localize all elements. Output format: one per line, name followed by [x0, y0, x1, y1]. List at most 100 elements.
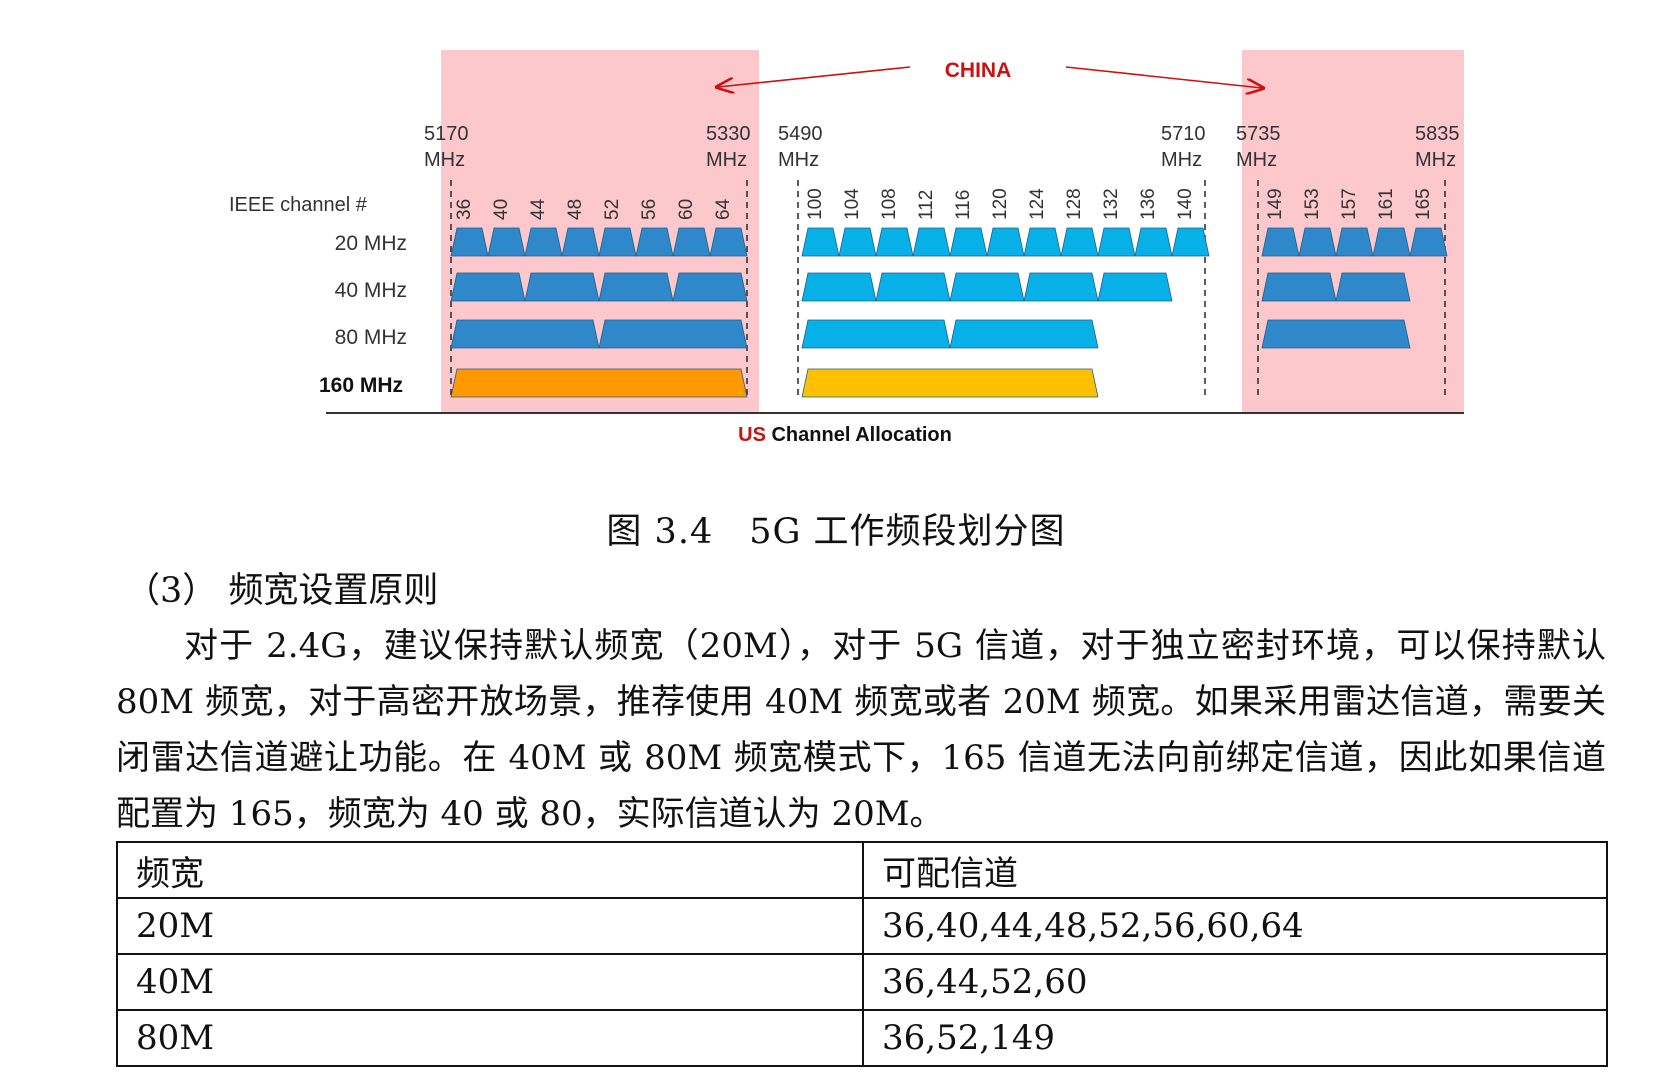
body-paragraph: 对于 2.4G，建议保持默认频宽（20M），对于 5G 信道，对于独立密封环境，…: [116, 626, 1606, 834]
channel-number: 149: [1265, 188, 1286, 220]
channel-number: 153: [1302, 188, 1323, 220]
channel-number: 120: [990, 188, 1011, 220]
china-arrow-left: [718, 66, 911, 87]
frequency-label-num: 5735: [1236, 123, 1281, 145]
channel-block-20mhz: [1097, 227, 1136, 257]
ieee-channel-label: IEEE channel #: [229, 194, 368, 216]
row-label-20mhz: 20 MHz: [335, 232, 407, 255]
frequency-label-num: 5170: [424, 123, 469, 145]
table-row: 80M 36,52,149: [116, 1009, 1608, 1067]
channel-number: 60: [676, 199, 697, 220]
channel-block-40mhz: [1335, 272, 1411, 302]
channel-block-80mhz: [598, 319, 748, 349]
section-heading: （3） 频宽设置原则: [125, 571, 439, 611]
channel-block-20mhz: [949, 227, 988, 257]
channel-number: 161: [1376, 188, 1397, 220]
frequency-label-unit: MHz: [1236, 149, 1277, 171]
bandwidth-channel-table: 频宽 可配信道 20M 36,40,44,48,52,56,60,64 40M …: [116, 841, 1608, 1067]
channel-allocation-diagram: CHINA 5170 MHz 5330 MHz 5490 MHz 5710 MHz 5735 MH…: [229, 50, 1464, 446]
frequency-label-num: 5330: [706, 123, 751, 145]
channel-block-80mhz: [450, 319, 600, 349]
table-header-cell: 可配信道: [862, 841, 1608, 899]
channel-block-20mhz: [1134, 227, 1173, 257]
channel-number: 108: [879, 188, 900, 220]
frequency-label-unit: MHz: [1415, 149, 1456, 171]
channel-block-20mhz: [1298, 227, 1337, 257]
channel-block-40mhz: [875, 272, 951, 302]
channel-block-20mhz: [801, 227, 840, 257]
channel-block-20mhz: [1372, 227, 1411, 257]
channel-block-20mhz: [524, 227, 563, 257]
table-row: 20M 36,40,44,48,52,56,60,64: [116, 897, 1608, 955]
us-allocation-label: US Channel Allocation: [738, 424, 952, 446]
channel-number: 124: [1027, 188, 1048, 220]
channel-block-40mhz: [1261, 272, 1337, 302]
channel-number: 100: [805, 188, 826, 220]
channel-number-labels: 36 40 44 48 52 56 60 64 100 104 108 112 116 120 124 128…: [454, 188, 1434, 220]
channel-block-40mhz: [524, 272, 600, 302]
table-cell-channels: 36,52,149: [862, 1009, 1608, 1067]
frequency-label-unit: MHz: [706, 149, 747, 171]
us-label-rest: Channel Allocation: [766, 424, 952, 446]
table-header-row: 频宽 可配信道: [116, 841, 1608, 899]
frequency-label-num: 5710: [1161, 123, 1206, 145]
frequency-label-unit: MHz: [778, 149, 819, 171]
channel-number: 56: [639, 199, 660, 220]
channel-block-40mhz: [450, 272, 526, 302]
channel-block-20mhz: [1335, 227, 1374, 257]
channel-number: 104: [842, 188, 863, 220]
channel-number: 40: [491, 199, 512, 220]
channel-number: 52: [602, 199, 623, 220]
channel-block-80mhz: [801, 319, 951, 349]
row-label-40mhz: 40 MHz: [335, 279, 407, 302]
table-row: 40M 36,44,52,60: [116, 953, 1608, 1011]
china-arrow-right: [1065, 66, 1262, 88]
channel-number: 64: [713, 198, 734, 220]
channel-block-20mhz: [487, 227, 526, 257]
channel-number: 132: [1101, 188, 1122, 220]
table-cell-channels: 36,44,52,60: [862, 953, 1608, 1011]
channel-block-20mhz: [635, 227, 674, 257]
frequency-label-num: 5490: [778, 123, 823, 145]
channel-block-20mhz: [1060, 227, 1099, 257]
channel-number: 44: [528, 198, 549, 220]
channel-block-20mhz: [875, 227, 914, 257]
table-cell-bandwidth: 40M: [116, 953, 864, 1011]
channel-block-20mhz: [598, 227, 637, 257]
channel-block-40mhz: [672, 272, 748, 302]
table-header-cell: 频宽: [116, 841, 864, 899]
channel-number: 140: [1175, 188, 1196, 220]
channel-number: 157: [1339, 188, 1360, 220]
channel-number: 112: [916, 190, 937, 220]
channel-block-20mhz: [672, 227, 711, 257]
row-label-80mhz: 80 MHz: [335, 326, 407, 349]
channel-number: 136: [1138, 188, 1159, 220]
china-band-low: [441, 50, 759, 414]
channel-blocks: [450, 227, 1448, 398]
table-cell-bandwidth: 20M: [116, 897, 864, 955]
channel-block-20mhz: [709, 227, 748, 257]
channel-block-20mhz: [1409, 227, 1448, 257]
china-label: CHINA: [945, 59, 1012, 82]
channel-block-40mhz: [949, 272, 1025, 302]
channel-number: 48: [565, 199, 586, 220]
frequency-label-num: 5835: [1415, 123, 1460, 145]
figure-caption: 图 3.4 5G 工作频段划分图: [606, 512, 1066, 552]
channel-block-80mhz: [1261, 319, 1411, 349]
table-cell-channels: 36,40,44,48,52,56,60,64: [862, 897, 1608, 955]
channel-block-40mhz: [1023, 272, 1099, 302]
channel-block-160mhz: [801, 368, 1099, 398]
channel-block-20mhz: [986, 227, 1025, 257]
frequency-label-unit: MHz: [424, 149, 465, 171]
channel-block-20mhz: [561, 227, 600, 257]
channel-block-20mhz: [1023, 227, 1062, 257]
channel-block-80mhz: [949, 319, 1099, 349]
channel-block-40mhz: [598, 272, 674, 302]
row-label-160mhz: 160 MHz: [319, 374, 403, 397]
frequency-labels: 5170 MHz 5330 MHz 5490 MHz 5710 MHz 5735 MHz 5835 M…: [424, 123, 1460, 171]
channel-block-20mhz: [912, 227, 951, 257]
frequency-label-unit: MHz: [1161, 149, 1202, 171]
channel-number: 116: [953, 190, 974, 220]
table-cell-bandwidth: 80M: [116, 1009, 864, 1067]
channel-block-160mhz: [450, 368, 748, 398]
